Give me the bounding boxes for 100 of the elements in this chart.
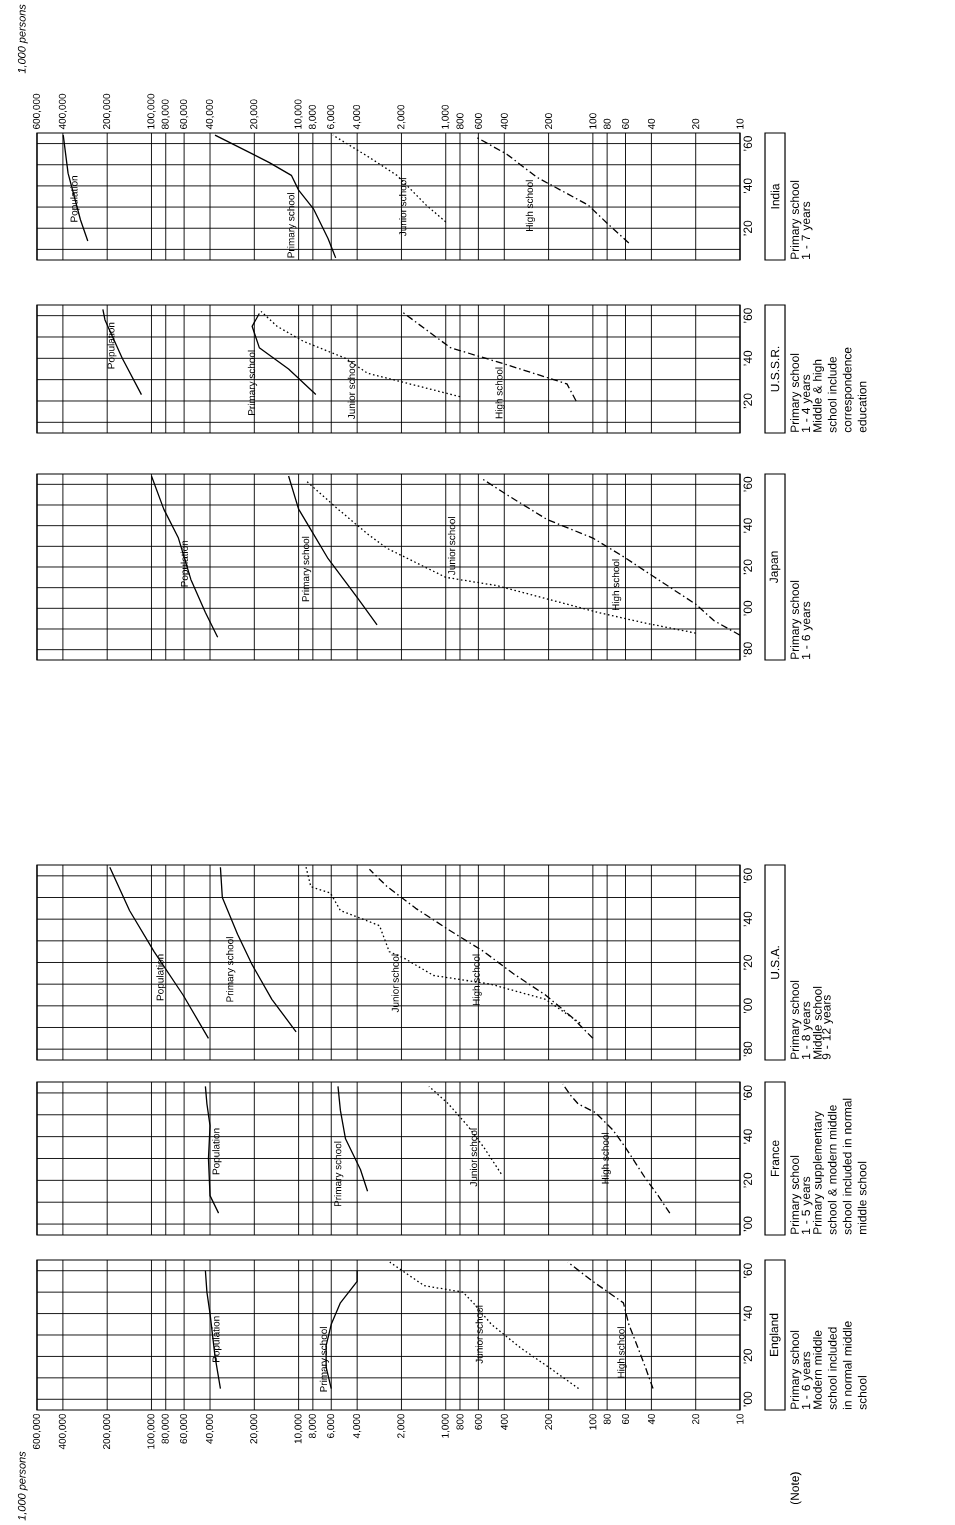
text: 1,000 persons [17, 4, 28, 74]
text: 1 - 8 years [801, 1001, 813, 1059]
y-tick-label: ’60 [743, 1085, 752, 1101]
x-tick-label: 20,000 [250, 1413, 259, 1444]
text: Primary school [790, 1330, 802, 1409]
text: 1 - 7 years [801, 201, 813, 259]
x-tick-label: 80,000 [161, 99, 170, 130]
text: 9 - 12 years [822, 995, 833, 1060]
text: Middle & high school include correspondence education [812, 347, 867, 433]
y-tick-label: ’40 [743, 911, 752, 927]
y-tick-label: ’20 [743, 559, 752, 575]
x-tick-label: 8,000 [308, 104, 317, 130]
x-tick-label: 10 [736, 1413, 744, 1424]
text: Population [107, 322, 117, 369]
x-tick-label: 600 [474, 113, 482, 129]
text: Population [70, 176, 80, 222]
text: 1 - 6 years [801, 601, 813, 659]
x-tick-label: 40 [647, 1413, 655, 1425]
x-tick-label: 8,000 [308, 1413, 317, 1439]
text: Primary school [226, 937, 236, 1002]
text: Junior school [347, 361, 356, 420]
text: Primary school [334, 1141, 344, 1207]
text: U.S.S.R. [770, 346, 780, 392]
y-tick-label: ’40 [743, 1129, 752, 1144]
text: High school [601, 1132, 611, 1184]
text: Population [212, 1316, 222, 1363]
x-tick-label: 80 [603, 118, 611, 130]
x-tick-label: 20 [692, 1413, 700, 1425]
x-tick-label: 800 [456, 1413, 464, 1430]
text: Junior school [399, 178, 407, 237]
y-tick-label: ’60 [743, 136, 752, 151]
x-tick-label: 60,000 [180, 1413, 189, 1444]
y-tick-label: ’20 [743, 220, 752, 236]
y-tick-label: ’00 [743, 1391, 752, 1407]
text: Primary school [319, 1327, 330, 1392]
x-tick-label: 800 [456, 113, 464, 130]
x-tick-label: 400,000 [58, 93, 68, 130]
x-tick-label: 400,000 [58, 1413, 68, 1450]
text: Primary school [247, 350, 258, 415]
x-tick-label: 80 [603, 1413, 611, 1425]
x-tick-label: 600 [474, 1413, 482, 1430]
x-tick-label: 100 [589, 1413, 597, 1430]
x-tick-label: 100,000 [147, 1413, 156, 1449]
x-tick-label: 100 [589, 113, 597, 129]
y-tick-label: ’60 [743, 476, 752, 492]
text: High school [495, 367, 505, 419]
text: Primary school [790, 353, 802, 432]
text: Population [212, 1128, 222, 1175]
x-tick-label: 40 [647, 118, 655, 130]
y-tick-label: ’00 [743, 600, 752, 616]
y-tick-label: ’00 [743, 998, 752, 1014]
y-tick-label: ’60 [743, 868, 752, 884]
y-tick-label: ’40 [743, 350, 752, 366]
x-tick-label: 2,000 [397, 1413, 406, 1438]
text: Japan [769, 551, 781, 584]
text: Primary school [790, 580, 802, 659]
text: Primary school [790, 980, 802, 1059]
text: England [769, 1313, 781, 1356]
y-tick-label: ’80 [743, 642, 752, 657]
y-tick-label: ’60 [743, 308, 752, 323]
x-tick-label: 600,000 [32, 93, 42, 129]
x-tick-label: 6,000 [327, 104, 336, 129]
x-tick-label: 6,000 [327, 1413, 336, 1438]
x-tick-label: 4,000 [353, 104, 362, 130]
x-tick-label: 1,000 [441, 104, 450, 129]
y-tick-label: ’40 [743, 1306, 752, 1321]
x-tick-label: 10,000 [294, 1413, 303, 1444]
text: France [770, 1140, 780, 1177]
text: Modern middle school included in normal middle school [812, 1321, 867, 1410]
x-tick-label: 200,000 [103, 93, 112, 129]
x-tick-label: 20 [692, 118, 700, 129]
text: Junior school [447, 517, 456, 575]
text: Junior school [475, 1305, 483, 1364]
text: Primary school [287, 193, 297, 258]
y-tick-label: ’60 [743, 1263, 752, 1278]
x-tick-label: 1,000 [441, 1413, 450, 1438]
x-tick-label: 10 [736, 118, 744, 129]
text: Middle school [812, 986, 822, 1059]
x-tick-label: 4,000 [353, 1413, 362, 1439]
text: Junior school [469, 1128, 478, 1187]
text: Primary school [301, 536, 312, 602]
text: Primary school [790, 1155, 802, 1234]
x-tick-label: 400 [500, 113, 508, 130]
x-tick-label: 40,000 [205, 99, 215, 130]
y-tick-label: ’40 [743, 178, 752, 194]
text: Population [180, 540, 190, 587]
text: 1 - 6 years [801, 1351, 813, 1409]
y-tick-label: ’20 [743, 954, 752, 970]
text: High school [525, 180, 535, 231]
x-tick-label: 40,000 [205, 1413, 215, 1444]
x-tick-label: 2,000 [397, 104, 406, 129]
text: Primary school [790, 180, 802, 259]
text: India [770, 183, 780, 209]
text: High school [611, 559, 622, 611]
x-tick-label: 20,000 [250, 99, 259, 129]
y-tick-label: ’20 [743, 1172, 752, 1188]
y-tick-label: ’80 [743, 1041, 752, 1057]
text: High school [472, 954, 482, 1006]
text: High school [617, 1327, 627, 1378]
text: 1 - 4 years [801, 374, 813, 432]
